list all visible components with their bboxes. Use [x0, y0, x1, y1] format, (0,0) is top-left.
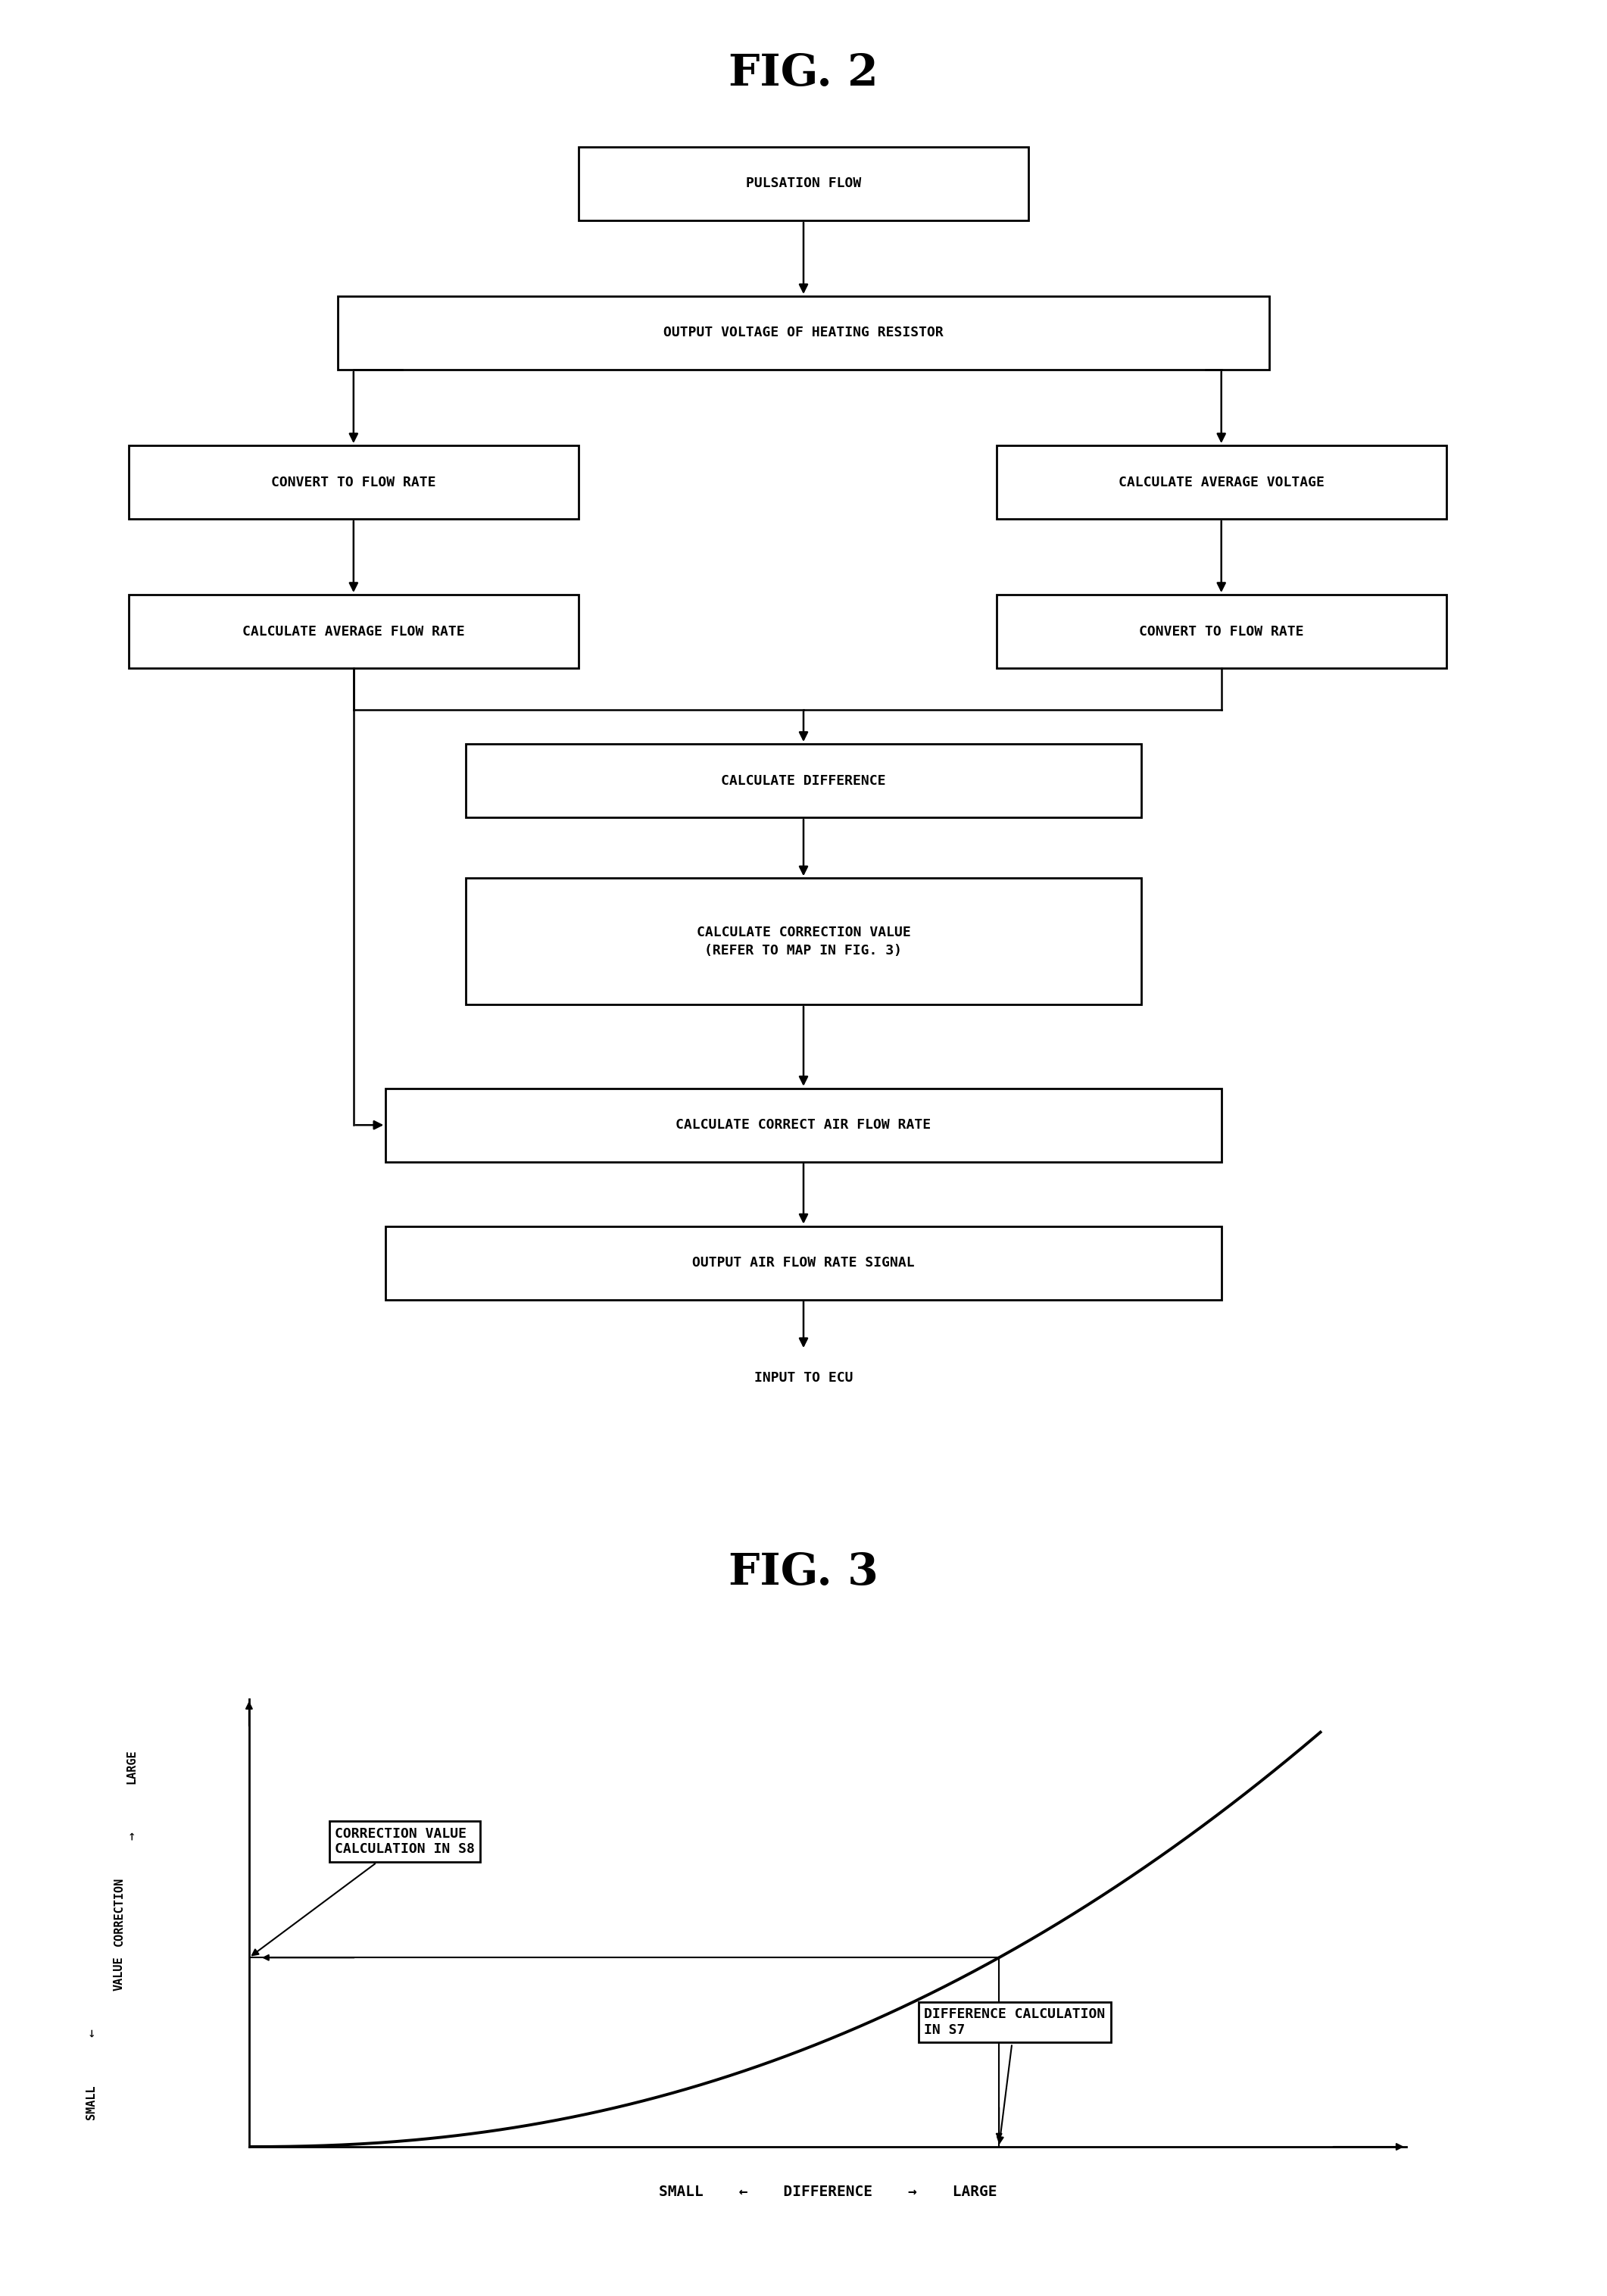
Text: VALUE: VALUE	[112, 1956, 125, 1991]
Text: CALCULATE CORRECTION VALUE
(REFER TO MAP IN FIG. 3): CALCULATE CORRECTION VALUE (REFER TO MAP…	[696, 925, 911, 957]
Text: DIFFERENCE CALCULATION
IN S7: DIFFERENCE CALCULATION IN S7	[924, 2007, 1106, 2142]
Bar	[386, 1088, 1221, 1162]
Text: CALCULATE AVERAGE VOLTAGE: CALCULATE AVERAGE VOLTAGE	[1118, 475, 1324, 489]
Bar	[579, 147, 1028, 220]
Text: INPUT TO ECU: INPUT TO ECU	[754, 1371, 853, 1384]
Text: CORRECTION VALUE
CALCULATION IN S8: CORRECTION VALUE CALCULATION IN S8	[252, 1828, 474, 1956]
Text: SMALL    ←    DIFFERENCE    →    LARGE: SMALL ← DIFFERENCE → LARGE	[659, 2183, 996, 2200]
Bar	[337, 296, 1270, 370]
Text: FIG. 3: FIG. 3	[728, 1552, 879, 1593]
Bar	[466, 744, 1141, 817]
Text: CONVERT TO FLOW RATE: CONVERT TO FLOW RATE	[272, 475, 435, 489]
Text: LARGE: LARGE	[125, 1750, 138, 1784]
Text: FIG. 2: FIG. 2	[728, 53, 879, 94]
Text: SMALL: SMALL	[85, 2085, 98, 2119]
Text: CALCULATE DIFFERENCE: CALCULATE DIFFERENCE	[722, 774, 885, 788]
Text: →: →	[125, 1832, 138, 1839]
Bar	[386, 1226, 1221, 1300]
Text: OUTPUT VOLTAGE OF HEATING RESISTOR: OUTPUT VOLTAGE OF HEATING RESISTOR	[664, 326, 943, 340]
Text: OUTPUT AIR FLOW RATE SIGNAL: OUTPUT AIR FLOW RATE SIGNAL	[693, 1256, 914, 1270]
Text: PULSATION FLOW: PULSATION FLOW	[746, 177, 861, 191]
Text: CORRECTION: CORRECTION	[112, 1876, 125, 1947]
Bar	[996, 595, 1446, 668]
Text: CALCULATE AVERAGE FLOW RATE: CALCULATE AVERAGE FLOW RATE	[243, 625, 464, 638]
Text: CONVERT TO FLOW RATE: CONVERT TO FLOW RATE	[1139, 625, 1303, 638]
Bar	[466, 877, 1141, 1006]
Text: ←: ←	[85, 2030, 98, 2037]
Bar	[129, 445, 579, 519]
Bar	[129, 595, 579, 668]
Text: CALCULATE CORRECT AIR FLOW RATE: CALCULATE CORRECT AIR FLOW RATE	[677, 1118, 930, 1132]
Bar	[996, 445, 1446, 519]
